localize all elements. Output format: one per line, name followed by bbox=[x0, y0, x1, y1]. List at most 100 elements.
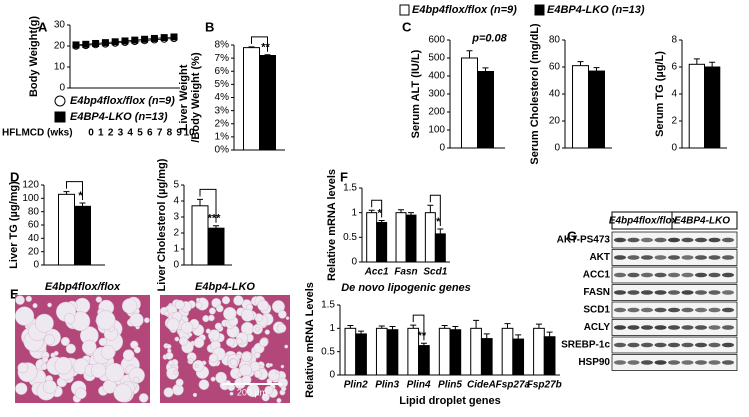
y-tick-label: 1.5 bbox=[343, 183, 357, 194]
lipid-droplet bbox=[163, 310, 170, 317]
y-tick-label: 5 bbox=[173, 180, 179, 191]
lipid-droplet bbox=[276, 323, 287, 333]
y-tick-label: 60 bbox=[28, 220, 40, 231]
y-tick-label: 6 bbox=[671, 62, 677, 73]
blot-band bbox=[627, 272, 640, 278]
error-bar bbox=[515, 334, 522, 340]
lipid-droplet bbox=[163, 387, 174, 398]
error-bar bbox=[347, 325, 354, 329]
bar bbox=[501, 327, 514, 376]
error-bar bbox=[398, 209, 405, 213]
lipid-droplet bbox=[63, 312, 76, 325]
legend-label: E4BP4-LKO (n=13) bbox=[70, 111, 168, 123]
error-bar bbox=[473, 319, 480, 329]
error-bar bbox=[546, 331, 553, 337]
blot-band bbox=[722, 272, 734, 278]
x-tick-label: 4 bbox=[127, 128, 133, 139]
y-tick-label: 0 bbox=[33, 260, 39, 271]
bar bbox=[375, 327, 388, 376]
y-tick-label: 1 bbox=[329, 323, 335, 334]
blot-row-label: ACLY bbox=[584, 322, 611, 333]
y-axis-label: Liver Cholesterol (µg/mg) bbox=[156, 158, 168, 291]
point bbox=[72, 41, 80, 49]
bar bbox=[74, 205, 91, 266]
lipid-droplet bbox=[42, 379, 57, 394]
blot-band bbox=[614, 290, 626, 295]
y-tick-label: 0 bbox=[59, 83, 65, 94]
bar bbox=[405, 214, 417, 263]
y-tick-label: 0.5 bbox=[343, 232, 357, 243]
lipid-droplet bbox=[53, 350, 59, 356]
error-bar bbox=[213, 225, 219, 229]
blot-band bbox=[641, 272, 653, 278]
blot-row-label: AKT bbox=[589, 252, 610, 263]
blot-band bbox=[627, 290, 640, 295]
blot-row-label: SREBP-1c bbox=[561, 340, 610, 351]
x-tick-label: 5 bbox=[137, 128, 143, 139]
bar bbox=[438, 327, 451, 376]
y-tick-label: 80 bbox=[549, 35, 561, 46]
significance: ** bbox=[418, 330, 427, 342]
point bbox=[150, 34, 158, 42]
lipid-droplet bbox=[34, 313, 54, 333]
blot-band bbox=[668, 325, 680, 330]
lipid-droplet bbox=[229, 391, 234, 396]
error-bar bbox=[378, 220, 385, 223]
image-label: E4bp4flox/flox bbox=[45, 281, 121, 293]
x-tick-label: Plin4 bbox=[407, 380, 431, 391]
bar bbox=[434, 233, 446, 263]
y-tick-label: 600 bbox=[428, 35, 445, 46]
panel-label: A bbox=[38, 19, 48, 34]
blot-row-label: AKT-PS473 bbox=[557, 235, 611, 246]
blot-band bbox=[695, 290, 707, 295]
y-tick-label: 300 bbox=[428, 89, 445, 100]
bar bbox=[543, 336, 556, 376]
y-tick-label: 3 bbox=[173, 212, 179, 223]
x-tick-label: Scd1 bbox=[423, 267, 447, 278]
lipid-droplet bbox=[255, 326, 261, 332]
lipid-droplet bbox=[166, 318, 180, 331]
lipid-droplet bbox=[208, 307, 216, 315]
lipid-droplet bbox=[138, 393, 149, 403]
blot-band bbox=[722, 307, 734, 313]
y-tick-label: 120 bbox=[22, 180, 39, 191]
y-tick-label: 1.5 bbox=[321, 300, 335, 311]
x-tick-label: 6 bbox=[147, 128, 153, 139]
lipid-droplet bbox=[81, 339, 97, 355]
bar bbox=[376, 222, 388, 263]
y-tick-label: 0 bbox=[671, 143, 677, 154]
lipid-droplet bbox=[269, 363, 273, 367]
y-tick-label: 8% bbox=[215, 40, 230, 51]
lipid-droplet bbox=[174, 299, 185, 310]
lipid-droplet bbox=[241, 308, 254, 322]
y-tick-label: 2% bbox=[215, 118, 230, 129]
point bbox=[101, 39, 109, 47]
blot-header-box bbox=[611, 211, 738, 230]
y-tick-label: 400 bbox=[428, 71, 445, 82]
lipid-droplet bbox=[181, 321, 194, 334]
error-bar bbox=[504, 323, 511, 329]
blot-band bbox=[627, 342, 640, 348]
blot-band bbox=[708, 290, 721, 295]
lipid-droplet bbox=[264, 329, 270, 335]
bar bbox=[704, 66, 721, 149]
point bbox=[82, 40, 90, 48]
error-bar bbox=[264, 54, 271, 56]
legend-label: E4bp4flox/flox (n=9) bbox=[70, 95, 175, 107]
blot-band bbox=[654, 290, 667, 295]
blot-band bbox=[654, 255, 667, 260]
blot-band bbox=[708, 325, 721, 330]
y-axis-label: Serum Cholesterol (mg/dL) bbox=[529, 23, 541, 165]
lipid-droplet bbox=[15, 295, 25, 305]
error-bar bbox=[452, 325, 459, 330]
x-tick-label: Plin3 bbox=[375, 380, 399, 391]
blot-band bbox=[722, 290, 734, 295]
y-tick-label: 200 bbox=[428, 107, 445, 118]
lipid-droplet bbox=[47, 302, 52, 308]
lipid-droplet bbox=[194, 364, 199, 369]
lipid-droplet bbox=[276, 397, 282, 404]
blot-band bbox=[668, 342, 680, 348]
x-tick-label: 1 bbox=[98, 128, 104, 139]
lipid-droplet bbox=[259, 338, 269, 347]
y-tick-label: 8 bbox=[671, 35, 677, 46]
